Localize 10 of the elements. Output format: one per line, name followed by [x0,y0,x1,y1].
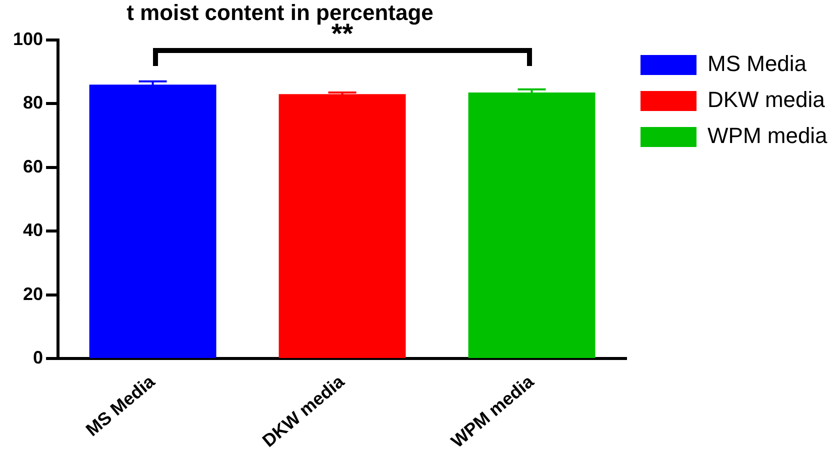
y-tick-label: 80 [23,92,44,113]
legend-label: WPM media [708,123,828,148]
legend-label: DKW media [708,87,826,112]
legend-label: MS Media [708,51,808,76]
y-tick-label: 40 [23,220,44,240]
y-tick-label: 0 [33,347,44,368]
y-tick-label: 60 [23,156,44,176]
y-tick-label: 20 [23,284,44,304]
chart-title: t moist content in percentage [126,0,434,25]
y-tick-label: 100 [12,28,44,49]
